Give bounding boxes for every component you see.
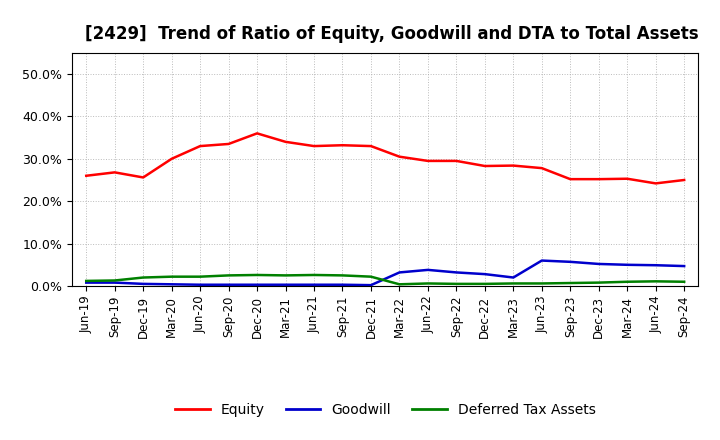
Goodwill: [395, 270, 404, 275]
Equity: [566, 176, 575, 182]
Deferred Tax Assets: [310, 272, 318, 278]
Line: Goodwill: Goodwill: [86, 260, 684, 285]
Goodwill: [537, 258, 546, 263]
Goodwill: [196, 282, 204, 287]
Goodwill: [82, 280, 91, 285]
Goodwill: [652, 263, 660, 268]
Deferred Tax Assets: [366, 274, 375, 279]
Equity: [196, 143, 204, 149]
Line: Deferred Tax Assets: Deferred Tax Assets: [86, 275, 684, 284]
Deferred Tax Assets: [196, 274, 204, 279]
Deferred Tax Assets: [139, 275, 148, 280]
Deferred Tax Assets: [595, 280, 603, 285]
Goodwill: [167, 282, 176, 287]
Goodwill: [110, 280, 119, 285]
Equity: [623, 176, 631, 181]
Equity: [509, 163, 518, 168]
Equity: [253, 131, 261, 136]
Deferred Tax Assets: [452, 281, 461, 286]
Deferred Tax Assets: [652, 279, 660, 284]
Equity: [366, 143, 375, 149]
Deferred Tax Assets: [395, 282, 404, 287]
Equity: [537, 165, 546, 171]
Deferred Tax Assets: [338, 273, 347, 278]
Equity: [167, 156, 176, 161]
Goodwill: [595, 261, 603, 267]
Equity: [338, 143, 347, 148]
Equity: [423, 158, 432, 164]
Goodwill: [366, 282, 375, 288]
Equity: [110, 170, 119, 175]
Goodwill: [623, 262, 631, 268]
Goodwill: [452, 270, 461, 275]
Goodwill: [253, 282, 261, 287]
Deferred Tax Assets: [423, 281, 432, 286]
Goodwill: [310, 282, 318, 287]
Deferred Tax Assets: [680, 279, 688, 284]
Deferred Tax Assets: [282, 273, 290, 278]
Goodwill: [225, 282, 233, 287]
Equity: [139, 175, 148, 180]
Deferred Tax Assets: [566, 280, 575, 286]
Deferred Tax Assets: [225, 273, 233, 278]
Equity: [282, 139, 290, 144]
Goodwill: [423, 267, 432, 272]
Equity: [82, 173, 91, 178]
Deferred Tax Assets: [509, 281, 518, 286]
Equity: [310, 143, 318, 149]
Goodwill: [509, 275, 518, 280]
Equity: [680, 177, 688, 183]
Equity: [652, 181, 660, 186]
Deferred Tax Assets: [110, 278, 119, 283]
Deferred Tax Assets: [253, 272, 261, 278]
Deferred Tax Assets: [82, 278, 91, 283]
Text: [2429]  Trend of Ratio of Equity, Goodwill and DTA to Total Assets: [2429] Trend of Ratio of Equity, Goodwil…: [84, 25, 698, 43]
Goodwill: [139, 281, 148, 286]
Deferred Tax Assets: [537, 281, 546, 286]
Goodwill: [680, 264, 688, 269]
Goodwill: [338, 282, 347, 287]
Line: Equity: Equity: [86, 133, 684, 183]
Goodwill: [282, 282, 290, 287]
Goodwill: [480, 271, 489, 277]
Legend: Equity, Goodwill, Deferred Tax Assets: Equity, Goodwill, Deferred Tax Assets: [169, 398, 601, 423]
Deferred Tax Assets: [167, 274, 176, 279]
Goodwill: [566, 259, 575, 264]
Equity: [395, 154, 404, 159]
Deferred Tax Assets: [480, 281, 489, 286]
Deferred Tax Assets: [623, 279, 631, 284]
Equity: [480, 163, 489, 169]
Equity: [225, 141, 233, 147]
Equity: [452, 158, 461, 164]
Equity: [595, 176, 603, 182]
